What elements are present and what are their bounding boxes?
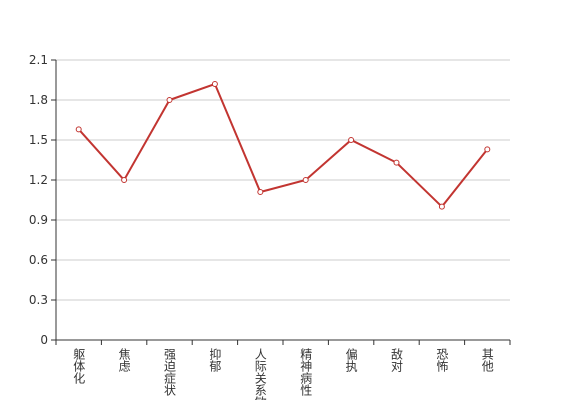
point [166,97,173,103]
x-tick-label: 偏执 [344,347,358,373]
point [438,203,445,210]
point [75,126,82,133]
x-tick-label: 恐怖 [435,348,449,372]
x-tick-label: 人际关系敏感 [253,348,267,400]
x-tick-label: 其他 [480,348,494,372]
y-tick-label: 0.6 [29,253,48,267]
point [302,177,309,183]
point [484,146,491,153]
y-tick-label: 1.5 [29,133,48,147]
x-tick-label: 敌对 [390,347,404,372]
y-tick-label: 0 [40,333,48,347]
point [393,159,400,166]
x-tick-label: 抑郁 [208,347,222,373]
point [211,81,218,87]
line-series [77,82,489,209]
y-tick-label: 1.2 [29,173,48,187]
y-tick-label: 1.8 [29,93,48,107]
x-tick-label: 精神病性 [299,348,313,397]
x-tick-label: 焦虑 [117,348,131,372]
point [348,137,355,143]
y-tick-label: 0.3 [29,293,48,307]
y-tick-label: 2.1 [29,53,48,67]
x-tick-label: 躯体化 [72,347,86,385]
point [257,189,264,195]
point [121,177,128,183]
x-tick-label: 强迫症状 [163,348,177,396]
y-tick-label: 0.9 [29,213,48,227]
